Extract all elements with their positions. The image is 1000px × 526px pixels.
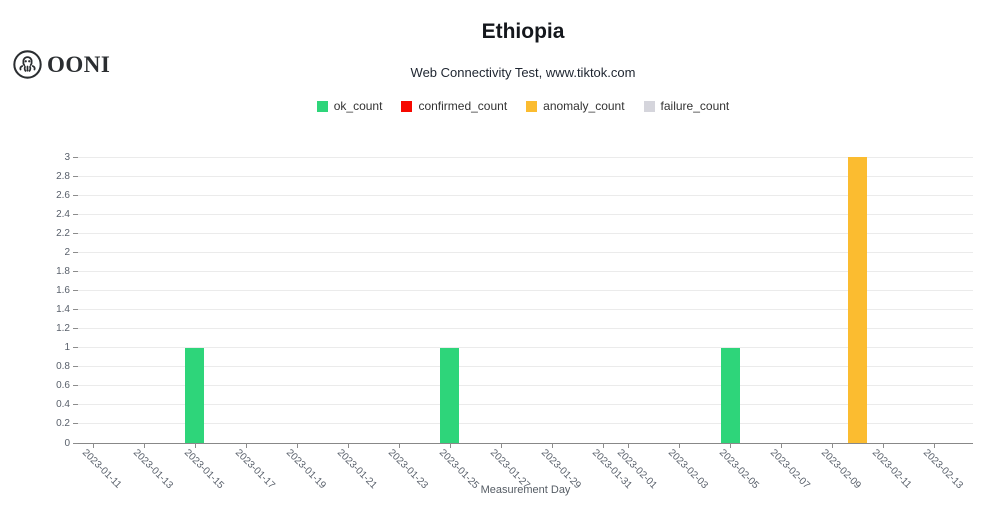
y-tick: [73, 404, 78, 406]
legend-swatch-icon: [401, 100, 413, 112]
ooni-octopus-icon: [13, 50, 42, 79]
ooni-wordmark: OONI: [47, 52, 111, 77]
x-tick: [831, 443, 833, 448]
y-gridline: [78, 309, 973, 311]
y-gridline: [78, 347, 973, 349]
x-tick: [398, 443, 400, 448]
legend-swatch-icon: [316, 100, 328, 112]
legend-item-confirmed_count[interactable]: confirmed_count: [401, 99, 507, 113]
y-gridline: [78, 156, 973, 158]
y-tick-label: 0.8: [56, 361, 70, 373]
y-tick-label: 1: [64, 342, 70, 354]
y-tick-label: 2.6: [56, 189, 70, 201]
legend-item-failure_count[interactable]: failure_count: [643, 99, 730, 113]
y-tick: [73, 309, 78, 311]
legend-swatch-icon: [526, 100, 538, 112]
y-tick-label: 2.4: [56, 208, 70, 220]
legend: ok_count confirmed_count anomaly_count fail…: [46, 99, 1000, 113]
chart-header: Ethiopia Web Connectivity Test, www.tikt…: [46, 0, 1000, 113]
bar-anomaly_count[interactable]: [847, 157, 867, 443]
x-tick: [628, 443, 630, 448]
y-gridline: [78, 385, 973, 387]
y-tick: [73, 289, 78, 291]
y-tick: [73, 213, 78, 215]
y-gridline: [78, 232, 973, 234]
legend-label: failure_count: [660, 99, 730, 113]
legend-swatch-icon: [643, 100, 655, 112]
legend-label: confirmed_count: [418, 99, 508, 113]
y-gridline: [78, 404, 973, 406]
y-gridline: [78, 270, 973, 272]
y-gridline: [78, 289, 973, 291]
x-tick: [296, 443, 298, 448]
plot-area: Measurement Day 0 0.2 0.4 0.6 0.8 1 1.2 1.4 1.6 1…: [56, 152, 973, 496]
y-tick-label: 2.2: [56, 227, 70, 239]
y-tick: [73, 270, 78, 272]
x-tick: [882, 443, 884, 448]
y-tick: [73, 366, 78, 368]
x-tick: [93, 443, 94, 448]
y-gridline: [78, 194, 973, 196]
x-tick: [347, 443, 349, 448]
legend-item-ok_count[interactable]: ok_count: [316, 99, 383, 113]
legend-label: anomaly_count: [543, 99, 625, 113]
x-tick: [730, 443, 731, 448]
bar-ok_count[interactable]: [720, 347, 740, 443]
y-gridline: [78, 213, 973, 215]
y-tick: [73, 423, 78, 425]
x-tick: [551, 443, 553, 448]
x-tick: [143, 443, 145, 448]
y-gridline: [78, 251, 973, 253]
y-tick: [73, 385, 78, 387]
y-tick-label: 2: [64, 246, 70, 258]
y-tick-label: 0: [64, 437, 70, 449]
y-tick: [73, 347, 78, 349]
y-gridline: [78, 366, 973, 368]
legend-item-anomaly_count[interactable]: anomaly_count: [526, 99, 625, 113]
y-tick: [73, 251, 78, 253]
y-tick: [73, 232, 78, 234]
y-tick-label: 2.8: [56, 170, 70, 182]
x-tick: [500, 443, 502, 448]
x-tick: [933, 443, 935, 448]
x-tick: [245, 443, 247, 448]
x-tick: [194, 443, 196, 448]
y-tick-label: 3: [64, 151, 70, 163]
chart-title: Ethiopia: [481, 20, 565, 43]
y-tick-label: 1.4: [56, 304, 70, 316]
y-gridline: [78, 328, 973, 330]
x-tick: [780, 443, 782, 448]
y-tick-label: 1.6: [56, 284, 70, 296]
x-tick: [602, 443, 604, 448]
chart-subtitle: Web Connectivity Test, www.tiktok.com: [410, 65, 636, 80]
y-tick: [73, 156, 78, 158]
x-tick: [449, 443, 451, 448]
y-tick: [73, 175, 78, 177]
y-gridline: [78, 175, 973, 177]
y-tick-label: 1.2: [56, 323, 70, 335]
bar-ok_count[interactable]: [440, 347, 460, 443]
y-tick: [73, 194, 78, 196]
x-axis-title: Measurement Day: [480, 484, 571, 496]
bar-ok_count[interactable]: [185, 347, 205, 443]
y-tick: [73, 442, 78, 444]
x-tick: [679, 443, 681, 448]
y-tick-label: 0.2: [56, 418, 70, 430]
y-tick-label: 0.4: [56, 399, 70, 411]
y-tick: [73, 328, 78, 330]
ooni-logo[interactable]: OONI: [12, 49, 110, 80]
legend-label: ok_count: [333, 99, 383, 113]
y-tick-label: 0.6: [56, 380, 70, 392]
y-gridline: [78, 423, 973, 425]
y-tick-label: 1.8: [56, 265, 70, 277]
